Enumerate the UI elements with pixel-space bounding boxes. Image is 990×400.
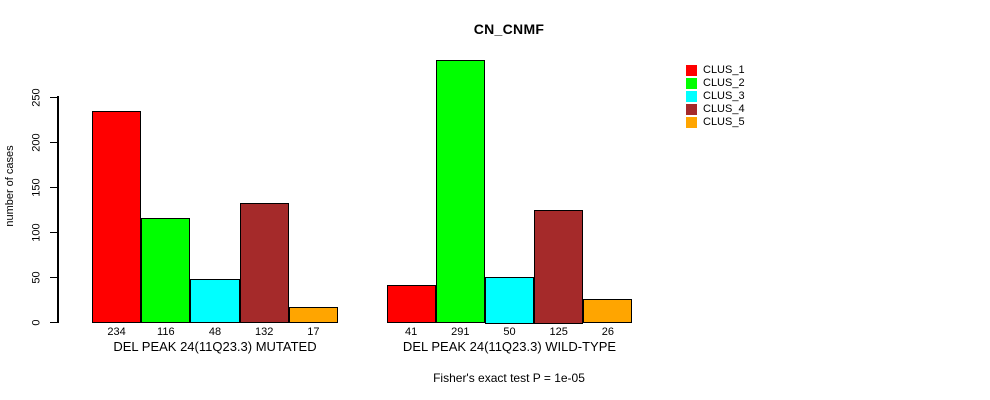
legend-color-swatch bbox=[686, 77, 697, 89]
bar-value-label: 50 bbox=[503, 326, 516, 338]
bar-value-label: 116 bbox=[157, 326, 175, 338]
y-axis-line bbox=[57, 96, 59, 323]
y-tick-label: 50 bbox=[30, 270, 43, 284]
chart-title: CN_CNMF bbox=[473, 21, 545, 37]
legend-item-label: CLUS_5 bbox=[703, 115, 745, 128]
bar-clus_4-group2 bbox=[534, 209, 584, 324]
bar-clus_2-group1 bbox=[141, 217, 191, 324]
legend-item-label: CLUS_1 bbox=[703, 63, 745, 76]
bar-value-label: 132 bbox=[255, 326, 274, 338]
bar-value-label: 41 bbox=[404, 326, 418, 338]
bar-value-label: 17 bbox=[307, 326, 320, 338]
bar-clus_3-group2 bbox=[484, 277, 535, 324]
legend-color-swatch bbox=[686, 116, 697, 128]
legend-item-label: CLUS_2 bbox=[703, 76, 745, 89]
group-label: DEL PEAK 24(11Q23.3) MUTATED bbox=[113, 339, 317, 354]
legend-item-clus_5: CLUS_5 bbox=[686, 116, 745, 129]
y-tick-mark bbox=[50, 96, 58, 98]
y-tick-mark bbox=[50, 141, 58, 143]
bar-value-label: 48 bbox=[208, 326, 222, 338]
legend-item-clus_1: CLUS_1 bbox=[686, 64, 745, 77]
legend-item-clus_2: CLUS_2 bbox=[686, 77, 745, 90]
y-axis-title: number of cases bbox=[4, 145, 16, 227]
y-tick-label: 200 bbox=[30, 132, 43, 152]
legend-color-swatch bbox=[686, 103, 697, 115]
legend-item-clus_4: CLUS_4 bbox=[686, 103, 745, 116]
legend-item-label: CLUS_4 bbox=[703, 102, 745, 115]
bar-clus_5-group2 bbox=[583, 298, 633, 324]
legend-color-swatch bbox=[686, 90, 697, 102]
y-tick-mark bbox=[50, 321, 58, 323]
y-tick-label: 100 bbox=[30, 222, 43, 242]
legend-item-clus_3: CLUS_3 bbox=[686, 90, 745, 103]
legend-item-label: CLUS_3 bbox=[703, 89, 745, 102]
bar-value-label: 26 bbox=[601, 326, 615, 338]
bar-value-label: 291 bbox=[451, 326, 470, 338]
bar-clus_1-group1 bbox=[92, 111, 142, 324]
y-tick-mark bbox=[50, 276, 58, 278]
group-label: DEL PEAK 24(11Q23.3) WILD-TYPE bbox=[402, 339, 617, 354]
bar-value-label: 125 bbox=[549, 326, 568, 338]
y-tick-label: 0 bbox=[30, 318, 43, 326]
fisher-test-annotation: Fisher's exact test P = 1e-05 bbox=[433, 371, 585, 385]
y-tick-mark bbox=[50, 231, 58, 233]
legend: CLUS_1 CLUS_2 CLUS_3 CLUS_4 CLUS_5 bbox=[686, 64, 745, 128]
bar-clus_2-group2 bbox=[435, 60, 485, 324]
bar-clus_5-group1 bbox=[288, 306, 338, 324]
y-tick-label: 150 bbox=[30, 177, 43, 197]
bar-clus_4-group1 bbox=[239, 203, 289, 324]
legend-color-swatch bbox=[686, 64, 697, 76]
y-tick-label: 250 bbox=[30, 87, 43, 107]
y-tick-mark bbox=[50, 186, 58, 188]
bar-clus_1-group2 bbox=[386, 285, 436, 324]
bar-clus_3-group1 bbox=[190, 278, 240, 324]
bar-value-label: 234 bbox=[107, 326, 126, 338]
